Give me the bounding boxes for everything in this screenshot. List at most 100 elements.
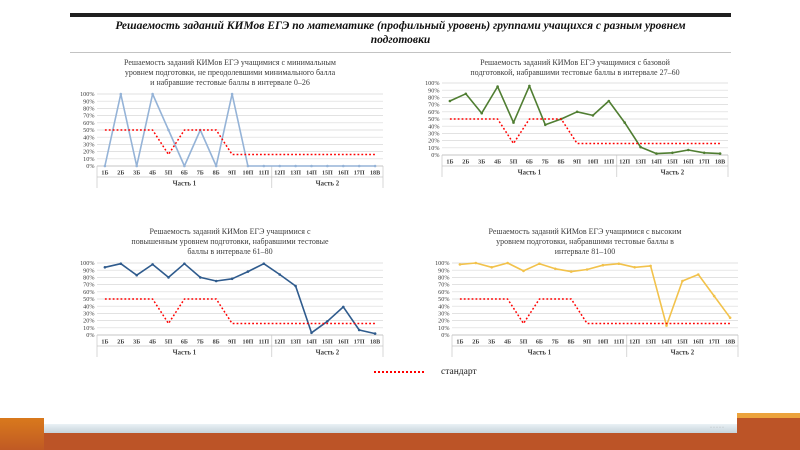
svg-text:13П: 13П [290, 339, 301, 345]
svg-text:7Б: 7Б [197, 339, 204, 345]
svg-text:2Б: 2Б [472, 339, 479, 345]
svg-text:90%: 90% [83, 267, 94, 274]
svg-text:80%: 80% [438, 274, 449, 281]
svg-text:5П: 5П [510, 160, 518, 166]
svg-text:100%: 100% [435, 260, 449, 267]
svg-text:0%: 0% [441, 332, 449, 339]
svg-text:17П: 17П [354, 339, 365, 345]
svg-text:6Б: 6Б [536, 339, 543, 345]
svg-text:Часть 1: Часть 1 [173, 180, 197, 187]
svg-text:10%: 10% [428, 145, 439, 152]
slide-title: Решаемость заданий КИМов ЕГЭ по математи… [115, 20, 686, 46]
svg-text:9П: 9П [228, 339, 236, 345]
svg-text:11П: 11П [604, 160, 615, 166]
svg-text:8Б: 8Б [213, 339, 220, 345]
chart-high-level: Решаемость заданий КИМов ЕГЭ учащимися с… [428, 227, 742, 363]
svg-text:3Б: 3Б [133, 339, 140, 345]
svg-text:11П: 11П [259, 170, 270, 176]
svg-text:17П: 17П [709, 339, 720, 345]
svg-text:8Б: 8Б [568, 339, 575, 345]
svg-text:10П: 10П [598, 339, 609, 345]
svg-text:13П: 13П [290, 170, 301, 176]
svg-text:100%: 100% [80, 91, 94, 98]
svg-text:0%: 0% [86, 163, 94, 170]
svg-text:14П: 14П [306, 339, 317, 345]
svg-text:Часть 1: Часть 1 [528, 349, 552, 356]
svg-text:Часть 2: Часть 2 [661, 170, 685, 177]
svg-text:17П: 17П [699, 160, 710, 166]
svg-text:40%: 40% [428, 124, 439, 131]
svg-text:4Б: 4Б [149, 339, 156, 345]
svg-text:Часть 2: Часть 2 [671, 349, 695, 356]
svg-text:15П: 15П [677, 339, 688, 345]
chart-title: Решаемость заданий КИМов ЕГЭ учащимися с… [124, 58, 336, 88]
svg-text:80%: 80% [83, 105, 94, 112]
svg-text:10П: 10П [243, 339, 254, 345]
svg-text:9П: 9П [573, 160, 581, 166]
svg-text:16П: 16П [338, 170, 349, 176]
svg-text:20%: 20% [83, 317, 94, 324]
svg-text:3Б: 3Б [478, 160, 485, 166]
svg-text:3Б: 3Б [488, 339, 495, 345]
svg-text:Часть 1: Часть 1 [518, 170, 542, 177]
svg-text:0%: 0% [86, 332, 94, 339]
svg-text:8Б: 8Б [558, 160, 565, 166]
svg-text:50%: 50% [83, 296, 94, 303]
svg-text:12П: 12П [274, 339, 285, 345]
svg-text:12П: 12П [629, 339, 640, 345]
svg-text:18В: 18В [370, 170, 380, 176]
svg-text:5П: 5П [520, 339, 528, 345]
svg-text:80%: 80% [428, 95, 439, 102]
svg-text:18В: 18В [370, 339, 380, 345]
svg-text:30%: 30% [438, 310, 449, 317]
chart-advanced-level: Решаемость заданий КИМов ЕГЭ учащимися с… [73, 227, 387, 363]
svg-text:20%: 20% [438, 317, 449, 324]
right-accent-gold-strip [737, 413, 800, 418]
legend-label: стандарт [441, 367, 477, 377]
svg-text:6Б: 6Б [181, 170, 188, 176]
svg-text:4Б: 4Б [149, 170, 156, 176]
chart-basic-level: Решаемость заданий КИМов ЕГЭ учащимися с… [418, 58, 732, 183]
svg-text:6Б: 6Б [526, 160, 533, 166]
svg-text:16П: 16П [693, 339, 704, 345]
chart-plot: 0%10%20%30%40%50%60%70%80%90%100% 1Б 2Б 3Б 4… [435, 260, 739, 357]
svg-text:15П: 15П [322, 339, 333, 345]
svg-text:10%: 10% [83, 325, 94, 332]
svg-text:14П: 14П [661, 339, 672, 345]
svg-text:5П: 5П [165, 170, 173, 176]
svg-text:Часть 1: Часть 1 [173, 349, 197, 356]
svg-text:10%: 10% [83, 156, 94, 163]
svg-text:4Б: 4Б [504, 339, 511, 345]
svg-text:60%: 60% [438, 289, 449, 296]
bottom-band [0, 433, 800, 450]
bottom-strip [0, 424, 800, 433]
svg-text:1Б: 1Б [456, 339, 463, 345]
svg-text:13П: 13П [635, 160, 646, 166]
svg-text:5П: 5П [165, 339, 173, 345]
svg-text:12П: 12П [619, 160, 630, 166]
svg-text:6Б: 6Б [181, 339, 188, 345]
svg-text:12П: 12П [274, 170, 285, 176]
chart-plot: 0%10%20%30%40%50%60%70%80%90%100% 1Б 2Б 3Б 4… [80, 260, 384, 357]
svg-text:15П: 15П [667, 160, 678, 166]
svg-text:11П: 11П [614, 339, 625, 345]
svg-text:3Б: 3Б [133, 170, 140, 176]
svg-text:7Б: 7Б [542, 160, 549, 166]
svg-text:30%: 30% [83, 310, 94, 317]
svg-text:60%: 60% [83, 289, 94, 296]
svg-text:14П: 14П [651, 160, 662, 166]
svg-text:0%: 0% [431, 153, 439, 160]
svg-text:50%: 50% [438, 296, 449, 303]
svg-text:70%: 70% [83, 112, 94, 119]
svg-text:60%: 60% [428, 109, 439, 116]
svg-text:90%: 90% [438, 267, 449, 274]
chart-title: Решаемость заданий КИМов ЕГЭ учащимися с… [488, 227, 682, 257]
svg-text:30%: 30% [428, 131, 439, 138]
svg-text:10%: 10% [438, 325, 449, 332]
svg-text:16П: 16П [338, 339, 349, 345]
svg-text:50%: 50% [428, 117, 439, 124]
svg-text:2Б: 2Б [117, 339, 124, 345]
svg-text:8Б: 8Б [213, 170, 220, 176]
svg-text:14П: 14П [306, 170, 317, 176]
